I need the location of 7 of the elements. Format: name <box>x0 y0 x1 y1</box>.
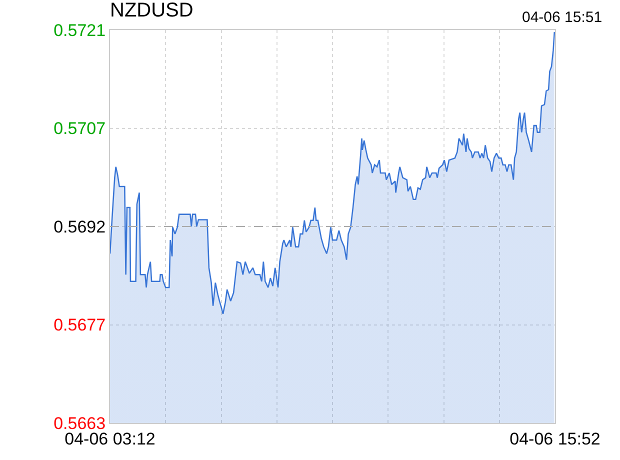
chart-title: NZDUSD <box>110 0 194 22</box>
x-tick-label: 04-06 15:52 <box>510 429 600 448</box>
y-tick-label: 0.5677 <box>54 316 106 335</box>
text: 04-06 15:51 <box>522 9 602 26</box>
y-tick-label: 0.5721 <box>54 20 106 40</box>
y-tick-label: 0.5692 <box>54 217 106 236</box>
y-tick-label: 0.5707 <box>54 119 106 138</box>
